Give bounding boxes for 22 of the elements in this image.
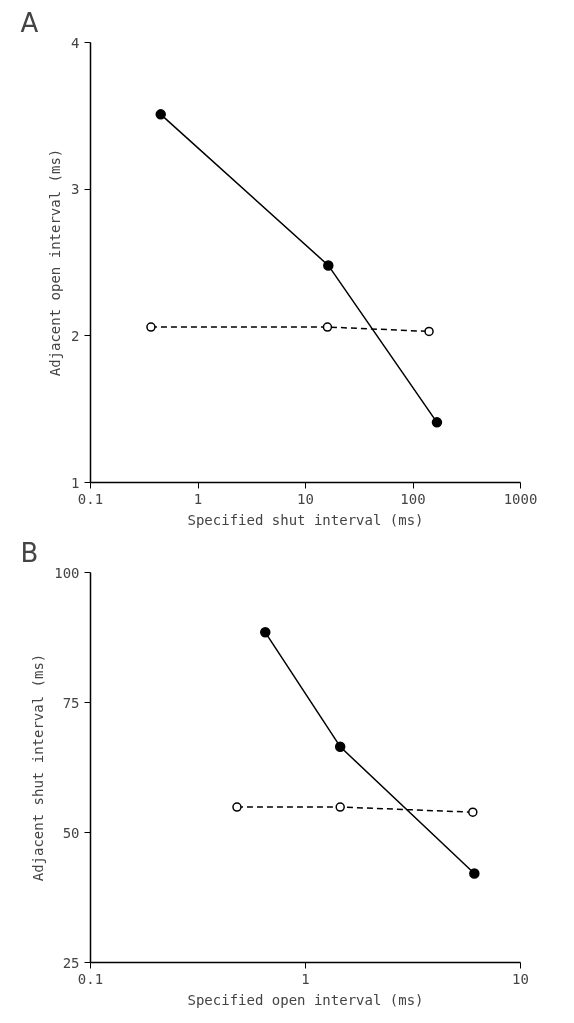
x-axis-title: Specified shut interval (ms) — [187, 511, 424, 528]
x-tick-label: 100 — [400, 490, 426, 507]
y-tick-label: 25 — [62, 954, 80, 971]
y-tick-label: 50 — [62, 824, 80, 841]
y-tick-label: 2 — [71, 327, 80, 344]
y-tick-label: 100 — [54, 564, 80, 581]
y-tick-label: 3 — [71, 181, 80, 198]
x-tick-label: 0.1 — [77, 970, 104, 987]
y-axis-title: Adjacent shut interval (ms) — [30, 653, 47, 882]
y-tick-label: 75 — [62, 694, 80, 711]
y-tick-label: 1 — [71, 474, 80, 491]
x-tick-label: 0.1 — [77, 490, 104, 507]
x-tick-label: 10 — [297, 490, 314, 507]
x-axis-title: Specified open interval (ms) — [187, 991, 424, 1008]
y-axis-title: Adjacent open interval (ms) — [47, 148, 64, 377]
x-tick-label: 1 — [193, 490, 203, 507]
chart-title: B — [20, 537, 39, 568]
x-tick-label: 1 — [301, 970, 310, 987]
x-tick-label: 1000 — [503, 490, 538, 507]
x-tick-label: 10 — [512, 970, 529, 987]
y-tick-label: 4 — [71, 34, 80, 51]
chart-title: A — [20, 7, 39, 38]
